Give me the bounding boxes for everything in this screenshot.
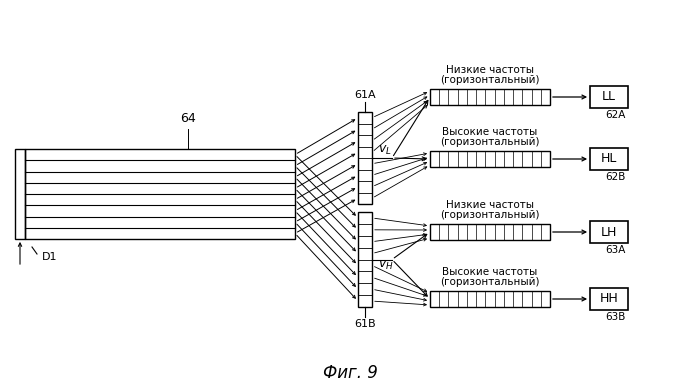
Text: Фиг. 9: Фиг. 9 [323,364,377,382]
Bar [15,149,25,239]
Text: Высокие частоты: Высокие частоты [442,127,538,137]
Text: (горизонтальный): (горизонтальный) [440,137,540,147]
Bar [25,149,295,239]
Text: Низкие частоты: Низкие частоты [446,65,534,75]
Text: 61A: 61A [354,90,376,100]
Bar [590,86,628,108]
Text: D1: D1 [42,252,57,262]
Text: 62A: 62A [606,110,626,120]
Bar [430,151,550,167]
Text: Низкие частоты: Низкие частоты [446,200,534,210]
Text: 62B: 62B [606,172,626,182]
Bar [590,288,628,310]
Text: 61B: 61B [354,319,376,329]
Bar [590,148,628,170]
Text: 64: 64 [180,112,196,125]
Text: 63B: 63B [606,312,626,322]
Text: Высокие частоты: Высокие частоты [442,267,538,277]
Text: (горизонтальный): (горизонтальный) [440,277,540,287]
Bar [358,212,372,307]
Bar [430,291,550,307]
Text: $v_L$: $v_L$ [378,144,392,157]
Text: LL: LL [602,91,616,103]
Text: HL: HL [601,152,617,166]
Text: (горизонтальный): (горизонтальный) [440,210,540,220]
Text: (горизонтальный): (горизонтальный) [440,75,540,85]
Bar [430,89,550,105]
Bar [358,112,372,204]
Text: HH: HH [600,293,618,305]
Text: $v_H$: $v_H$ [378,259,393,272]
Text: LH: LH [601,226,617,238]
Bar [590,221,628,243]
Bar [430,224,550,240]
Text: 63A: 63A [606,245,626,255]
